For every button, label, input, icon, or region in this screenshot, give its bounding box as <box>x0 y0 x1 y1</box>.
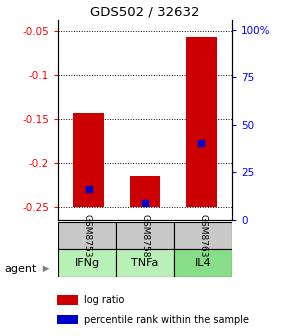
Text: agent: agent <box>4 264 37 275</box>
Bar <box>57 295 78 305</box>
Bar <box>174 222 232 249</box>
Bar <box>130 176 160 207</box>
Text: GSM8753: GSM8753 <box>82 214 92 257</box>
Text: GSM8763: GSM8763 <box>198 214 208 257</box>
Bar <box>58 222 116 249</box>
Bar <box>116 249 174 277</box>
Bar <box>57 315 78 324</box>
Title: GDS502 / 32632: GDS502 / 32632 <box>90 6 200 19</box>
Text: TNFa: TNFa <box>131 258 159 268</box>
Text: IFNg: IFNg <box>75 258 99 268</box>
Text: IL4: IL4 <box>195 258 211 268</box>
Text: log ratio: log ratio <box>84 295 124 305</box>
Text: percentile rank within the sample: percentile rank within the sample <box>84 315 249 325</box>
Bar <box>116 222 174 249</box>
Bar <box>174 249 232 277</box>
Bar <box>186 37 217 207</box>
Text: GSM8758: GSM8758 <box>140 214 150 257</box>
Bar <box>58 249 116 277</box>
Bar <box>73 113 104 207</box>
